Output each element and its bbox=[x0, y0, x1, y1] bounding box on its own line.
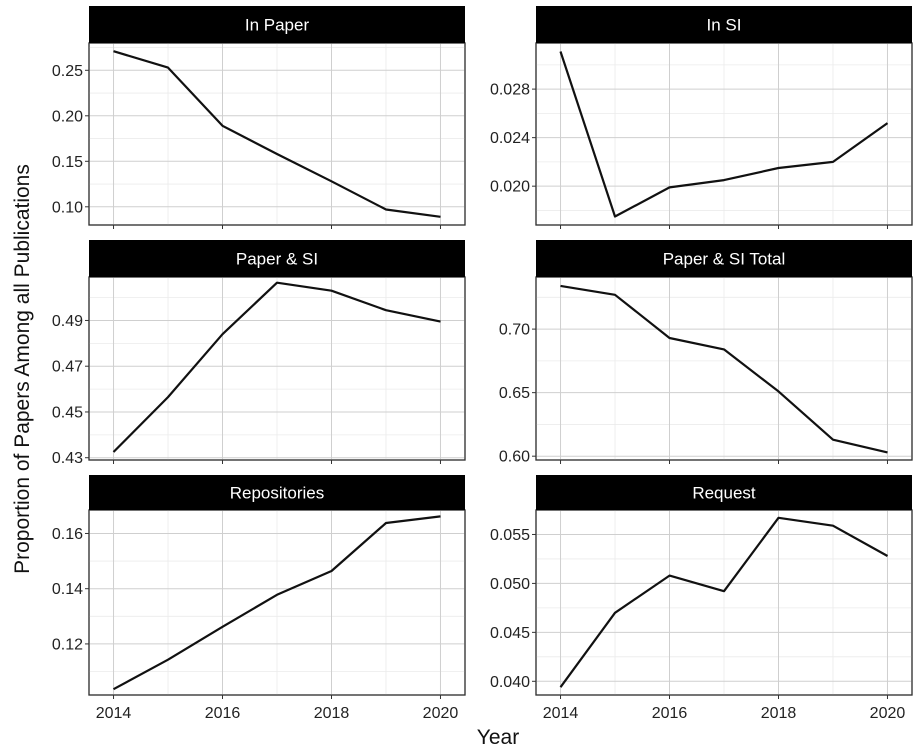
y-tick-label: 0.055 bbox=[490, 527, 530, 544]
x-tick-label: 2018 bbox=[761, 705, 797, 722]
x-tick-label: 2018 bbox=[314, 705, 350, 722]
y-tick-label: 0.65 bbox=[499, 385, 530, 402]
y-tick-label: 0.12 bbox=[52, 636, 83, 653]
y-tick-label: 0.20 bbox=[52, 108, 83, 125]
y-tick-label: 0.040 bbox=[490, 674, 530, 691]
y-tick-label: 0.45 bbox=[52, 404, 83, 421]
facet-panels: 0.10 0.15 0.20 0.25 In Paper 0.020 0.024 0.028 I… bbox=[52, 6, 913, 722]
y-tick-label: 0.25 bbox=[52, 63, 83, 80]
y-tick-label: 0.49 bbox=[52, 313, 83, 330]
x-tick-label: 2014 bbox=[96, 705, 132, 722]
x-tick-label: 2016 bbox=[205, 705, 241, 722]
y-tick-label: 0.70 bbox=[499, 322, 530, 339]
series-line-paper-and-si-total bbox=[560, 284, 888, 454]
y-tick-label: 0.028 bbox=[490, 82, 530, 99]
facet-paper-and-si: 0.43 0.45 0.47 0.49 Paper & SI bbox=[52, 240, 466, 467]
y-tick-label: 0.050 bbox=[490, 576, 530, 593]
y-tick-label: 0.10 bbox=[52, 199, 83, 216]
y-tick-label: 0.020 bbox=[490, 179, 530, 196]
y-tick-label: 0.045 bbox=[490, 625, 530, 642]
facet-title: Paper & SI bbox=[236, 250, 318, 269]
facet-strip bbox=[89, 475, 465, 510]
series-line-request bbox=[559, 516, 889, 688]
series-line-in-paper bbox=[113, 50, 441, 218]
facet-strip bbox=[536, 240, 912, 277]
x-tick-label: 2016 bbox=[652, 705, 688, 722]
facet-strip bbox=[89, 6, 465, 43]
y-tick-label: 0.15 bbox=[52, 154, 83, 171]
x-axis-title: Year bbox=[477, 726, 519, 749]
x-tick-label: 2020 bbox=[870, 705, 906, 722]
facet-in-si: 0.020 0.024 0.028 In SI bbox=[490, 6, 913, 229]
facet-strip bbox=[89, 240, 465, 277]
y-tick-label: 0.16 bbox=[52, 526, 83, 543]
series-line-repositories bbox=[112, 515, 441, 691]
facet-title: In Paper bbox=[245, 16, 310, 35]
x-tick-label: 2020 bbox=[423, 705, 459, 722]
facet-title: Repositories bbox=[230, 484, 325, 503]
facet-request: 0.040 0.045 0.050 0.055 2014 2016 2018 2020 Requ… bbox=[490, 475, 913, 722]
facet-title: Request bbox=[692, 484, 756, 503]
y-tick-label: 0.47 bbox=[52, 359, 83, 376]
facet-in-paper: 0.10 0.15 0.20 0.25 In Paper bbox=[52, 6, 466, 229]
y-tick-label: 0.60 bbox=[499, 449, 530, 466]
series-line-in-si bbox=[559, 51, 889, 218]
facet-strip bbox=[536, 6, 912, 43]
facet-paper-and-si-total: 0.60 0.65 0.70 Paper & SI Total bbox=[499, 240, 913, 466]
facet-strip bbox=[536, 475, 912, 510]
facet-title: Paper & SI Total bbox=[663, 250, 786, 269]
y-tick-label: 0.43 bbox=[52, 450, 83, 467]
facet-title: In SI bbox=[707, 16, 742, 35]
y-tick-label: 0.14 bbox=[52, 581, 83, 598]
series-line-paper-and-si bbox=[112, 281, 441, 453]
y-axis-title: Proportion of Papers Among all Publicati… bbox=[11, 164, 34, 574]
facet-repositories: 0.12 0.14 0.16 2014 2016 2018 2020 Repositories bbox=[52, 475, 466, 722]
y-tick-label: 0.024 bbox=[490, 130, 530, 147]
x-tick-label: 2014 bbox=[543, 705, 579, 722]
